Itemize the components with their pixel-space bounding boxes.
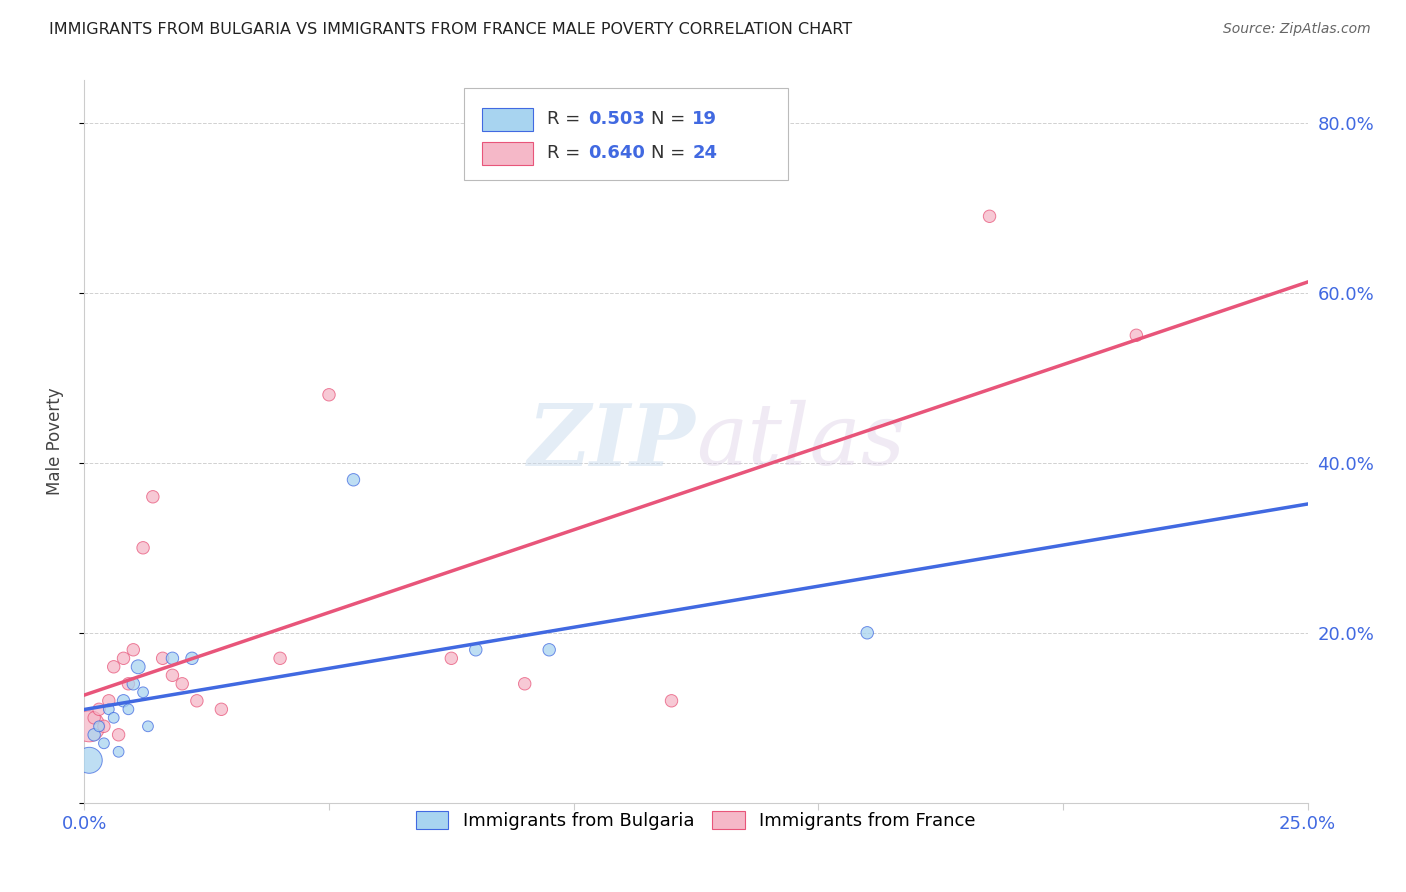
Point	[117, 677, 139, 691]
Point	[132, 685, 155, 699]
Text: R =: R =	[547, 111, 586, 128]
FancyBboxPatch shape	[464, 87, 787, 180]
Text: IMMIGRANTS FROM BULGARIA VS IMMIGRANTS FROM FRANCE MALE POVERTY CORRELATION CHAR: IMMIGRANTS FROM BULGARIA VS IMMIGRANTS F…	[49, 22, 852, 37]
Text: N =: N =	[651, 145, 690, 162]
Point	[132, 541, 155, 555]
Point	[440, 651, 463, 665]
FancyBboxPatch shape	[482, 108, 533, 131]
Point	[269, 651, 291, 665]
Point	[103, 711, 125, 725]
Point	[93, 719, 115, 733]
Point	[538, 642, 561, 657]
Point	[112, 651, 135, 665]
Text: ZIP: ZIP	[529, 400, 696, 483]
Point	[318, 388, 340, 402]
Point	[77, 719, 100, 733]
Text: 19: 19	[692, 111, 717, 128]
Point	[83, 711, 105, 725]
Point	[856, 625, 879, 640]
Text: 0.503: 0.503	[588, 111, 645, 128]
Point	[127, 660, 149, 674]
Text: 0.640: 0.640	[588, 145, 645, 162]
Point	[162, 668, 184, 682]
Point	[87, 702, 110, 716]
Legend: Immigrants from Bulgaria, Immigrants from France: Immigrants from Bulgaria, Immigrants fro…	[409, 804, 983, 837]
Point	[661, 694, 683, 708]
Point	[172, 677, 194, 691]
Point	[162, 651, 184, 665]
Point	[117, 702, 139, 716]
Point	[342, 473, 364, 487]
Point	[122, 642, 145, 657]
Text: 24: 24	[692, 145, 717, 162]
Point	[181, 651, 204, 665]
Point	[97, 702, 120, 716]
Point	[107, 728, 129, 742]
Point	[209, 702, 232, 716]
Point	[122, 677, 145, 691]
Point	[464, 642, 486, 657]
Point	[142, 490, 165, 504]
Text: R =: R =	[547, 145, 586, 162]
Point	[87, 719, 110, 733]
FancyBboxPatch shape	[482, 142, 533, 165]
Y-axis label: Male Poverty: Male Poverty	[45, 388, 63, 495]
Text: Source: ZipAtlas.com: Source: ZipAtlas.com	[1223, 22, 1371, 37]
Point	[513, 677, 536, 691]
Point	[979, 209, 1001, 223]
Point	[136, 719, 159, 733]
Point	[77, 753, 100, 767]
Point	[186, 694, 208, 708]
Point	[83, 728, 105, 742]
Text: atlas: atlas	[696, 401, 905, 483]
Text: N =: N =	[651, 111, 690, 128]
Point	[112, 694, 135, 708]
Point	[1125, 328, 1147, 343]
Point	[107, 745, 129, 759]
Point	[152, 651, 174, 665]
Point	[97, 694, 120, 708]
Point	[103, 660, 125, 674]
Point	[93, 736, 115, 750]
